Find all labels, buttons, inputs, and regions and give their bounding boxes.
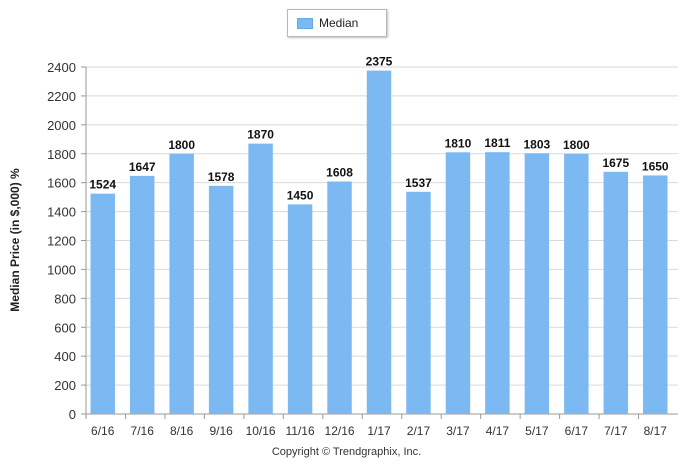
y-tick-label: 1800 bbox=[47, 147, 76, 162]
bar-8-17 bbox=[643, 175, 668, 414]
legend-label: Median bbox=[319, 16, 359, 30]
x-tick-label: 6/17 bbox=[565, 424, 589, 438]
bar-4-17 bbox=[485, 152, 510, 414]
x-tick-label: 9/16 bbox=[209, 424, 233, 438]
x-tick-label: 1/17 bbox=[367, 424, 391, 438]
y-tick-label: 0 bbox=[69, 407, 76, 422]
y-tick-label: 400 bbox=[54, 349, 76, 364]
bar-6-16 bbox=[90, 193, 115, 414]
y-tick-label: 1600 bbox=[47, 176, 76, 191]
y-tick-label: 800 bbox=[54, 291, 76, 306]
bar-value-label: 1803 bbox=[524, 137, 551, 151]
bar-value-label: 1537 bbox=[405, 176, 432, 190]
x-tick-label: 2/17 bbox=[407, 424, 431, 438]
x-tick-label: 5/17 bbox=[525, 424, 549, 438]
bar-value-label: 1675 bbox=[602, 156, 629, 170]
bar-value-label: 1608 bbox=[326, 166, 353, 180]
x-tick-label: 8/16 bbox=[170, 424, 194, 438]
bar-value-label: 1647 bbox=[129, 160, 156, 174]
x-tick-label: 6/16 bbox=[91, 424, 115, 438]
y-tick-label: 1400 bbox=[47, 205, 76, 220]
bar-6-17 bbox=[564, 153, 589, 414]
x-tick-label: 7/17 bbox=[604, 424, 628, 438]
bar-5-17 bbox=[524, 153, 550, 414]
bar-value-label: 1870 bbox=[247, 128, 274, 142]
bar-value-label: 1524 bbox=[89, 178, 116, 192]
copyright-text: Copyright © Trendgraphix, Inc. bbox=[271, 446, 422, 458]
legend: Median bbox=[287, 9, 387, 37]
bar-value-label: 1578 bbox=[208, 170, 235, 184]
x-tick-label: 3/17 bbox=[446, 424, 470, 438]
y-tick-label: 2200 bbox=[47, 89, 76, 104]
x-tick-label: 12/16 bbox=[325, 424, 355, 438]
y-tick-label: 1000 bbox=[47, 262, 76, 277]
bar-3-17 bbox=[445, 152, 471, 414]
axes: 0 200 400 600 800 1000 1200 1400 1600 1800 2000 220… bbox=[47, 60, 678, 438]
data-labels: 1524 1647 1800 1578 1870 1450 1608 2375 1537 1810… bbox=[89, 55, 669, 203]
y-axis-title: Median Price (in $,000) % bbox=[8, 168, 22, 312]
y-tick-label: 2000 bbox=[47, 118, 76, 133]
bar-11-16 bbox=[287, 204, 313, 414]
bar-12-16 bbox=[327, 181, 352, 414]
bar-1-17 bbox=[366, 70, 392, 414]
bar-9-16 bbox=[208, 185, 234, 414]
legend-swatch bbox=[297, 18, 313, 29]
y-tick-label: 2400 bbox=[47, 60, 76, 75]
bar-value-label: 1650 bbox=[642, 159, 669, 173]
bar-value-label: 1811 bbox=[484, 136, 510, 150]
bar-value-label: 1800 bbox=[563, 138, 590, 152]
y-tick-label: 600 bbox=[54, 320, 76, 335]
bar-10-16 bbox=[248, 143, 273, 415]
bars bbox=[90, 70, 668, 415]
bar-7-16 bbox=[129, 175, 155, 414]
bar-value-label: 1810 bbox=[445, 136, 472, 150]
x-tick-label: 7/16 bbox=[131, 424, 155, 438]
y-tick-label: 1200 bbox=[47, 234, 76, 249]
bar-8-16 bbox=[169, 153, 194, 414]
bar-2-17 bbox=[406, 191, 431, 414]
x-tick-label: 11/16 bbox=[285, 424, 314, 438]
bar-7-17 bbox=[603, 171, 629, 414]
bar-value-label: 2375 bbox=[366, 55, 393, 69]
y-tick-label: 200 bbox=[54, 378, 76, 393]
bar-value-label: 1800 bbox=[168, 138, 195, 152]
x-tick-label: 8/17 bbox=[644, 424, 668, 438]
bar-value-label: 1450 bbox=[287, 188, 314, 202]
x-tick-label: 4/17 bbox=[486, 424, 510, 438]
x-tick-label: 10/16 bbox=[246, 424, 276, 438]
